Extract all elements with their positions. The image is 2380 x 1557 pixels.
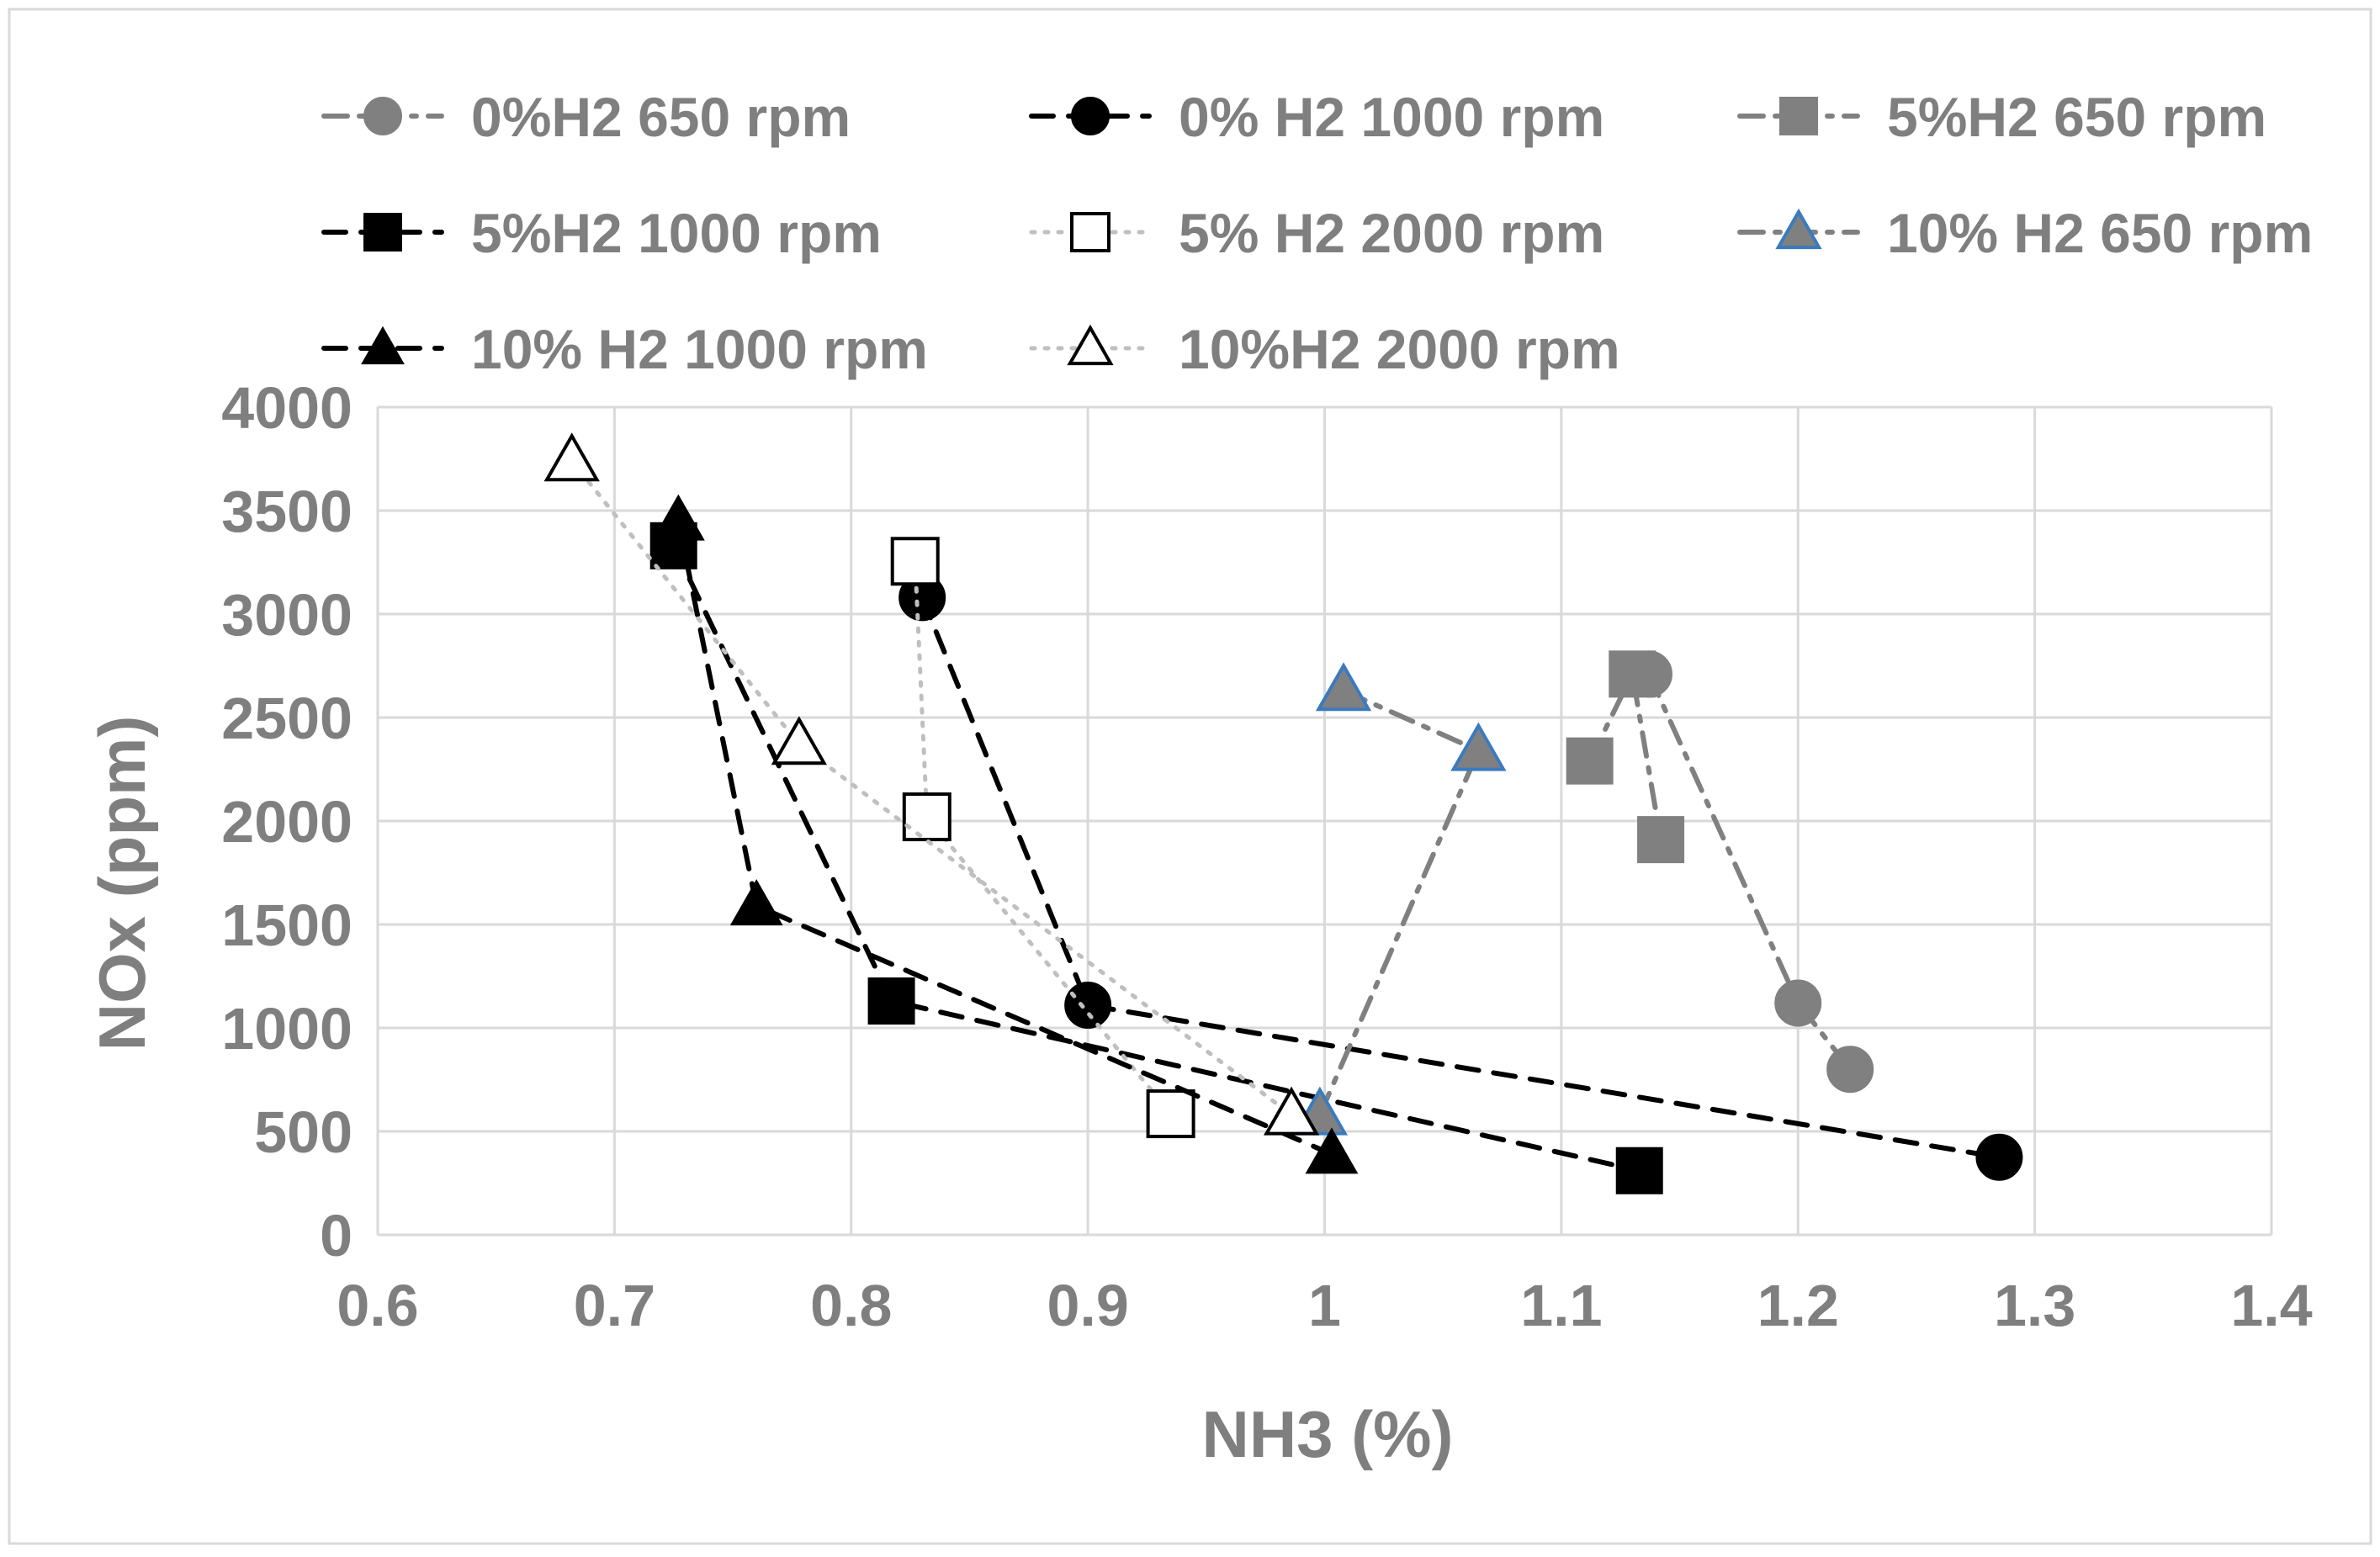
legend-item: 5%H2 1000 rpm	[321, 202, 882, 264]
series-5-h2-2000-rpm	[890, 537, 1195, 1139]
data-point-circle	[1774, 979, 1822, 1027]
y-tick-label: 3000	[221, 582, 352, 648]
legend-item: 10% H2 1000 rpm	[321, 318, 928, 380]
data-point-triangle	[1450, 722, 1507, 771]
data-point-square	[890, 537, 940, 586]
data-point-triangle	[543, 432, 600, 482]
legend-label: 5% H2 2000 rpm	[1179, 202, 1604, 264]
legend-item: 0% H2 1000 rpm	[1029, 86, 1604, 148]
legend-label: 5%H2 1000 rpm	[471, 202, 882, 264]
x-tick-label: 1.2	[1757, 1273, 1839, 1338]
y-tick-label: 500	[254, 1099, 352, 1165]
legend-label: 10%H2 2000 rpm	[1179, 318, 1620, 380]
data-point-circle	[1064, 981, 1112, 1029]
data-point-circle	[363, 97, 402, 135]
y-tick-label: 0	[320, 1203, 352, 1268]
series-line	[1587, 665, 1664, 843]
series-10-h2-2000-rpm	[543, 432, 1320, 1136]
data-point-triangle	[1305, 1127, 1359, 1174]
series-10-h2-1000-rpm	[651, 494, 1359, 1174]
chart-border	[8, 8, 2372, 1545]
x-tick-label: 1.4	[2230, 1273, 2312, 1338]
legend-item: 0%H2 650 rpm	[321, 86, 851, 148]
legend-item: 10% H2 650 rpm	[1737, 202, 2313, 264]
data-point-circle	[1071, 97, 1110, 135]
data-point-triangle	[651, 494, 705, 541]
data-point-square	[867, 977, 915, 1025]
data-point-square	[1566, 737, 1614, 785]
axes: NH3 (%) NOx (ppm) 0.6 0.7 0.8 0.9 1 1.1 1.2 1.3…	[85, 375, 2313, 1471]
x-tick-label: 0.7	[574, 1273, 655, 1338]
data-point-triangle	[1775, 208, 1822, 250]
data-point-circle	[1975, 1133, 2023, 1181]
x-tick-label: 0.8	[810, 1273, 892, 1338]
legend-item: 10%H2 2000 rpm	[1029, 318, 1620, 380]
y-tick-label: 1500	[221, 892, 352, 958]
y-tick-label: 2500	[221, 686, 352, 751]
x-tick-label: 1.1	[1520, 1273, 1602, 1338]
legend-label: 10% H2 1000 rpm	[471, 318, 928, 380]
data-point-triangle	[361, 326, 405, 365]
data-point-triangle	[1263, 1086, 1320, 1136]
legend-label: 10% H2 650 rpm	[1887, 202, 2313, 264]
data-point-square	[1070, 212, 1110, 252]
legend-label: 0%H2 650 rpm	[471, 86, 851, 148]
x-tick-label: 0.9	[1047, 1273, 1128, 1338]
data-point-square	[1146, 1089, 1195, 1139]
y-tick-label: 2000	[221, 789, 352, 855]
legend-item: 5% H2 2000 rpm	[1029, 202, 1604, 264]
series-5-h2-650-rpm	[1566, 650, 1685, 864]
x-tick-label: 1	[1308, 1273, 1341, 1338]
series-line	[920, 595, 2002, 1160]
data-point-square	[1779, 97, 1818, 135]
data-point-triangle	[771, 716, 827, 765]
y-tick-label: 1000	[221, 996, 352, 1062]
legend-label: 5%H2 650 rpm	[1887, 86, 2266, 148]
y-tick-label: 3500	[221, 479, 352, 544]
series-layer	[543, 432, 2023, 1194]
legend: 0%H2 650 rpm 0% H2 1000 rpm 5%H2 650 rpm 5%…	[321, 86, 2313, 380]
grid	[376, 405, 2273, 1237]
y-tick-label: 4000	[221, 375, 352, 441]
x-tick-label: 0.6	[337, 1273, 418, 1338]
data-point-square	[1615, 1147, 1663, 1194]
data-point-triangle	[1315, 662, 1372, 712]
data-point-triangle	[1067, 324, 1114, 366]
series-line	[1646, 671, 1853, 1072]
data-point-square	[1609, 650, 1656, 698]
data-point-circle	[1826, 1046, 1874, 1094]
legend-item: 5%H2 650 rpm	[1737, 86, 2266, 148]
legend-label: 0% H2 1000 rpm	[1179, 86, 1604, 148]
data-point-square	[902, 792, 951, 842]
x-tick-label: 1.3	[1994, 1273, 2075, 1338]
data-point-square	[1637, 816, 1685, 864]
data-point-triangle	[729, 879, 783, 926]
x-axis-title: NH3 (%)	[1201, 1397, 1453, 1471]
data-point-square	[363, 213, 402, 252]
series-0-h2-1000-rpm	[898, 574, 2023, 1181]
y-axis-title: NOx (ppm)	[85, 716, 159, 1051]
